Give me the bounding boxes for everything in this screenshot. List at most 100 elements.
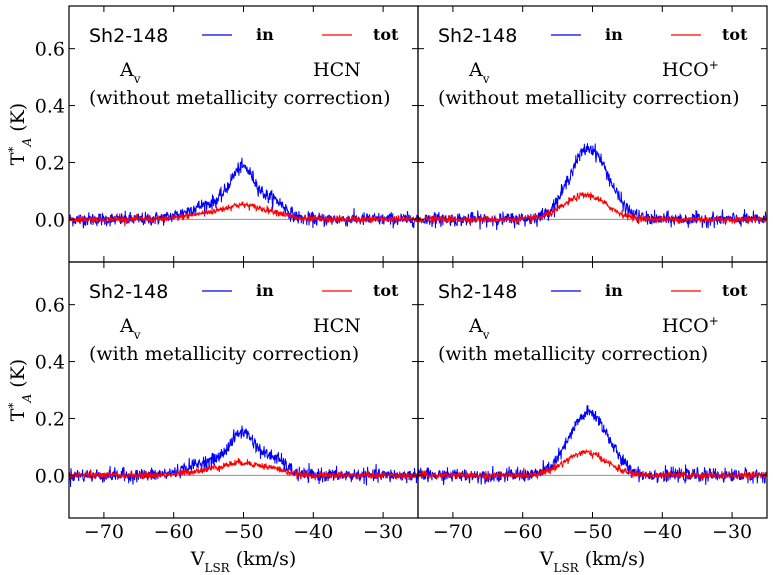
x-tick-label: −50 [572, 521, 612, 543]
source-label: Sh2-148 [89, 25, 168, 47]
y-axis-label-part: * [6, 147, 20, 153]
x-axis-label: VLSR (km/s) [190, 548, 297, 575]
source-label-part: Sh2-148 [89, 281, 168, 303]
molecule-label-part: + [709, 58, 719, 72]
x-tick-label: −40 [642, 521, 682, 543]
correction-label: (without metallicity correction) [89, 87, 391, 109]
extinction-label-part: A [119, 315, 134, 337]
extinction-label-part: v [133, 328, 141, 342]
x-tick-label-part: −70 [433, 521, 473, 543]
y-tick-label: 0.4 [35, 352, 65, 374]
panel-3: 0.0 0.2 0.4 0.6 T*A (K) −70 −60 −50 −40 −30 VLSR (… [6, 261, 419, 575]
y-axis-label-part: A [20, 394, 34, 404]
x-axis-label-part: (km/s) [230, 548, 297, 570]
series-in-line [418, 405, 767, 486]
y-tick-label: 0.6 [35, 39, 65, 61]
legend-in-label: in [605, 25, 623, 44]
molecule-label: HCN [313, 315, 361, 337]
correction-label-part: (with metallicity correction) [438, 343, 708, 365]
legend-tot-label: tot [722, 281, 748, 300]
panel-4: −70 −60 −50 −40 −30 VLSR (km/s) Sh2-148 Av HCO+ (… [417, 261, 768, 575]
extinction-label-part: v [133, 72, 141, 86]
x-axis-label-part: V [539, 548, 554, 570]
y-tick-label-part: 0.4 [35, 352, 65, 374]
y-tick-label-part: 0.0 [35, 209, 65, 231]
y-axis-label-part: T [7, 408, 29, 421]
x-tick-label: −30 [363, 521, 403, 543]
legend-tot-label: tot [373, 281, 399, 300]
source-label: Sh2-148 [438, 281, 517, 303]
molecule-label-part: HCN [313, 315, 361, 337]
y-tick-label: 0.2 [35, 152, 65, 174]
legend-in-label: in [605, 281, 623, 300]
source-label-part: Sh2-148 [89, 25, 168, 47]
y-tick-label-part: 0.0 [35, 465, 65, 487]
legend-tot-label-part: tot [722, 25, 748, 44]
series-tot-line [69, 201, 418, 227]
source-label: Sh2-148 [89, 281, 168, 303]
extinction-label: Av [119, 315, 141, 342]
x-tick-label-part: −70 [84, 521, 124, 543]
y-axis-label-part: * [6, 403, 20, 409]
y-axis-label: T*A (K) [6, 103, 34, 165]
legend-in-label: in [256, 25, 274, 44]
y-tick-label-part: 0.2 [35, 408, 65, 430]
legend-tot-label: tot [373, 25, 399, 44]
panel-2: Sh2-148 Av HCO+ (without metallicity correc… [417, 5, 768, 263]
molecule-label-part: + [709, 314, 719, 328]
x-tick-label: −60 [503, 521, 543, 543]
legend-tot-label-part: tot [722, 281, 748, 300]
y-tick-label-part: 0.2 [35, 152, 65, 174]
legend-in-label-part: in [605, 281, 623, 300]
legend-in-label-part: in [605, 25, 623, 44]
x-tick-label-part: −30 [712, 521, 752, 543]
correction-label: (with metallicity correction) [438, 343, 708, 365]
y-tick-label: 0.4 [35, 96, 65, 118]
x-tick-label: −50 [223, 521, 263, 543]
series-tot-line [418, 448, 767, 481]
series-tot-line [69, 458, 418, 481]
y-axis-label: T*A (K) [6, 359, 34, 421]
y-tick-label: 0.6 [35, 295, 65, 317]
extinction-label: Av [468, 315, 490, 342]
correction-label-part: (without metallicity correction) [438, 87, 740, 109]
y-tick-label-part: 0.6 [35, 295, 65, 317]
x-axis-label: VLSR (km/s) [539, 548, 646, 575]
x-tick-label-part: −30 [363, 521, 403, 543]
extinction-label-part: A [468, 315, 483, 337]
molecule-label-part: HCO [662, 315, 709, 337]
series-in-line [418, 143, 767, 231]
legend-tot-label-part: tot [373, 281, 399, 300]
legend-in-label-part: in [256, 25, 274, 44]
x-tick-label-part: −40 [642, 521, 682, 543]
x-tick-label: −70 [433, 521, 473, 543]
y-axis-label-part: T [7, 152, 29, 165]
x-tick-label: −40 [293, 521, 333, 543]
x-axis-label-part: LSR [553, 561, 579, 575]
extinction-label: Av [119, 59, 141, 86]
source-label-part: Sh2-148 [438, 281, 517, 303]
y-tick-label: 0.2 [35, 408, 65, 430]
x-tick-label-part: −50 [223, 521, 263, 543]
x-tick-label: −60 [154, 521, 194, 543]
molecule-label: HCN [313, 59, 361, 81]
y-tick-label-part: 0.6 [35, 39, 65, 61]
extinction-label-part: A [119, 59, 134, 81]
molecule-label-part: HCO [662, 59, 709, 81]
molecule-label: HCO+ [662, 58, 719, 81]
x-tick-label: −70 [84, 521, 124, 543]
extinction-label-part: v [482, 328, 490, 342]
legend-tot-label: tot [722, 25, 748, 44]
x-axis-label-part: V [190, 548, 205, 570]
x-tick-label-part: −60 [154, 521, 194, 543]
molecule-label: HCO+ [662, 314, 719, 337]
extinction-label-part: A [468, 59, 483, 81]
x-axis-label-part: (km/s) [579, 548, 646, 570]
y-tick-label: 0.0 [35, 465, 65, 487]
source-label: Sh2-148 [438, 25, 517, 47]
correction-label-part: (with metallicity correction) [89, 343, 359, 365]
x-axis-label-part: LSR [204, 561, 230, 575]
x-tick-label-part: −50 [572, 521, 612, 543]
legend-in-label-part: in [256, 281, 274, 300]
